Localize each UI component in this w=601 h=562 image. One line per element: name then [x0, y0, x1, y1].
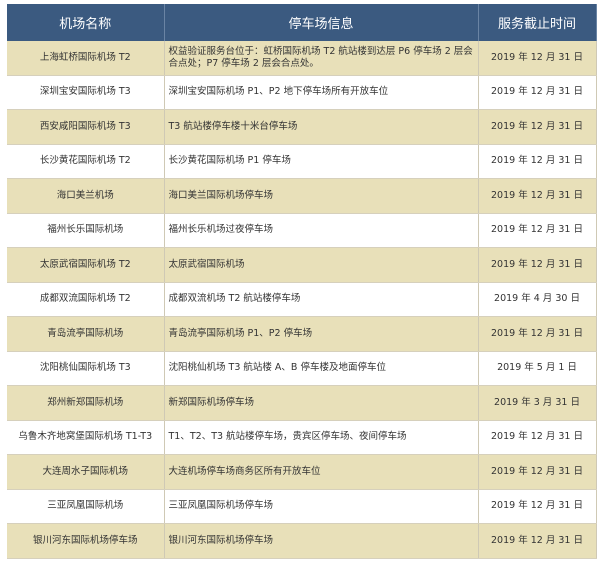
deadline-cell: 2019 年 12 月 31 日	[478, 523, 597, 559]
parking-info-cell: 银川河东国际机场停车场	[164, 523, 479, 559]
table-row: 银川河东国际机场停车场 银川河东国际机场停车场 2019 年 12 月 31 日	[7, 523, 597, 559]
deadline-cell: 2019 年 12 月 31 日	[478, 420, 597, 455]
deadline-cell: 2019 年 12 月 31 日	[478, 109, 597, 145]
table-row: 海口美兰机场 海口美兰国际机场停车场 2019 年 12 月 31 日	[7, 178, 597, 214]
header-deadline: 服务截止时间	[478, 4, 597, 41]
table-row: 三亚凤凰国际机场 三亚凤凰国际机场停车场 2019 年 12 月 31 日	[7, 489, 597, 524]
deadline-cell: 2019 年 12 月 31 日	[478, 178, 597, 214]
airport-name-cell: 沈阳桃仙国际机场 T3	[7, 351, 165, 386]
table-row: 郑州新郑国际机场 新郑国际机场停车场 2019 年 3 月 31 日	[7, 385, 597, 421]
parking-info-cell: T1、T2、T3 航站楼停车场，贵宾区停车场、夜间停车场	[164, 420, 479, 455]
header-parking: 停车场信息	[164, 4, 479, 41]
deadline-cell: 2019 年 12 月 31 日	[478, 454, 597, 490]
deadline-cell: 2019 年 12 月 31 日	[478, 316, 597, 352]
airport-name-cell: 西安咸阳国际机场 T3	[7, 109, 165, 145]
parking-info-cell: 海口美兰国际机场停车场	[164, 178, 479, 214]
deadline-cell: 2019 年 12 月 31 日	[478, 247, 597, 283]
parking-info-cell: 权益验证服务台位于：虹桥国际机场 T2 航站楼到达层 P6 停车场 2 层会合点…	[164, 41, 479, 76]
table-row: 西安咸阳国际机场 T3 T3 航站楼停车楼十米台停车场 2019 年 12 月 31…	[7, 109, 597, 145]
parking-info-cell: 三亚凤凰国际机场停车场	[164, 489, 479, 524]
table-row: 福州长乐国际机场 福州长乐机场过夜停车场 2019 年 12 月 31 日	[7, 213, 597, 248]
airport-name-cell: 青岛流亭国际机场	[7, 316, 165, 352]
airport-name-cell: 福州长乐国际机场	[7, 213, 165, 248]
parking-info-cell: 成都双流机场 T2 航站楼停车场	[164, 282, 479, 317]
table-row: 青岛流亭国际机场 青岛流亭国际机场 P1、P2 停车场 2019 年 12 月 31…	[7, 316, 597, 352]
table-row: 大连周水子国际机场 大连机场停车场商务区所有开放车位 2019 年 12 月 31 …	[7, 454, 597, 490]
deadline-cell: 2019 年 12 月 31 日	[478, 41, 597, 76]
deadline-cell: 2019 年 12 月 31 日	[478, 489, 597, 524]
airport-name-cell: 三亚凤凰国际机场	[7, 489, 165, 524]
airport-name-cell: 太原武宿国际机场 T2	[7, 247, 165, 283]
table-row: 太原武宿国际机场 T2 太原武宿国际机场 2019 年 12 月 31 日	[7, 247, 597, 283]
deadline-cell: 2019 年 5 月 1 日	[478, 351, 597, 386]
deadline-cell: 2019 年 12 月 31 日	[478, 75, 597, 110]
parking-info-cell: 福州长乐机场过夜停车场	[164, 213, 479, 248]
table-row: 乌鲁木齐地窝堡国际机场 T1-T3 T1、T2、T3 航站楼停车场，贵宾区停车场、…	[7, 420, 597, 455]
deadline-cell: 2019 年 12 月 31 日	[478, 144, 597, 179]
header-row: 机场名称 停车场信息 服务截止时间	[7, 4, 597, 41]
deadline-cell: 2019 年 3 月 31 日	[478, 385, 597, 421]
airport-name-cell: 海口美兰机场	[7, 178, 165, 214]
parking-info-cell: 青岛流亭国际机场 P1、P2 停车场	[164, 316, 479, 352]
table-row: 上海虹桥国际机场 T2 权益验证服务台位于：虹桥国际机场 T2 航站楼到达层 P6…	[7, 41, 597, 76]
airport-parking-table: 机场名称 停车场信息 服务截止时间 上海虹桥国际机场 T2 权益验证服务台位于：虹…	[7, 4, 597, 559]
table-row: 沈阳桃仙国际机场 T3 沈阳桃仙机场 T3 航站楼 A、B 停车楼及地面停车位 20…	[7, 351, 597, 386]
table-row: 深圳宝安国际机场 T3 深圳宝安国际机场 P1、P2 地下停车场所有开放车位 201…	[7, 75, 597, 110]
airport-name-cell: 长沙黄花国际机场 T2	[7, 144, 165, 179]
parking-info-cell: T3 航站楼停车楼十米台停车场	[164, 109, 479, 145]
parking-info-cell: 新郑国际机场停车场	[164, 385, 479, 421]
airport-name-cell: 成都双流国际机场 T2	[7, 282, 165, 317]
parking-info-cell: 大连机场停车场商务区所有开放车位	[164, 454, 479, 490]
parking-info-cell: 深圳宝安国际机场 P1、P2 地下停车场所有开放车位	[164, 75, 479, 110]
airport-name-cell: 郑州新郑国际机场	[7, 385, 165, 421]
airport-name-cell: 银川河东国际机场停车场	[7, 523, 165, 559]
table-row: 成都双流国际机场 T2 成都双流机场 T2 航站楼停车场 2019 年 4 月 30…	[7, 282, 597, 317]
deadline-cell: 2019 年 4 月 30 日	[478, 282, 597, 317]
parking-info-cell: 长沙黄花国际机场 P1 停车场	[164, 144, 479, 179]
header-airport: 机场名称	[7, 4, 165, 41]
table-row: 长沙黄花国际机场 T2 长沙黄花国际机场 P1 停车场 2019 年 12 月 31…	[7, 144, 597, 179]
parking-info-cell: 沈阳桃仙机场 T3 航站楼 A、B 停车楼及地面停车位	[164, 351, 479, 386]
deadline-cell: 2019 年 12 月 31 日	[478, 213, 597, 248]
airport-name-cell: 上海虹桥国际机场 T2	[7, 41, 165, 76]
airport-name-cell: 深圳宝安国际机场 T3	[7, 75, 165, 110]
airport-name-cell: 乌鲁木齐地窝堡国际机场 T1-T3	[7, 420, 165, 455]
airport-name-cell: 大连周水子国际机场	[7, 454, 165, 490]
parking-info-cell: 太原武宿国际机场	[164, 247, 479, 283]
